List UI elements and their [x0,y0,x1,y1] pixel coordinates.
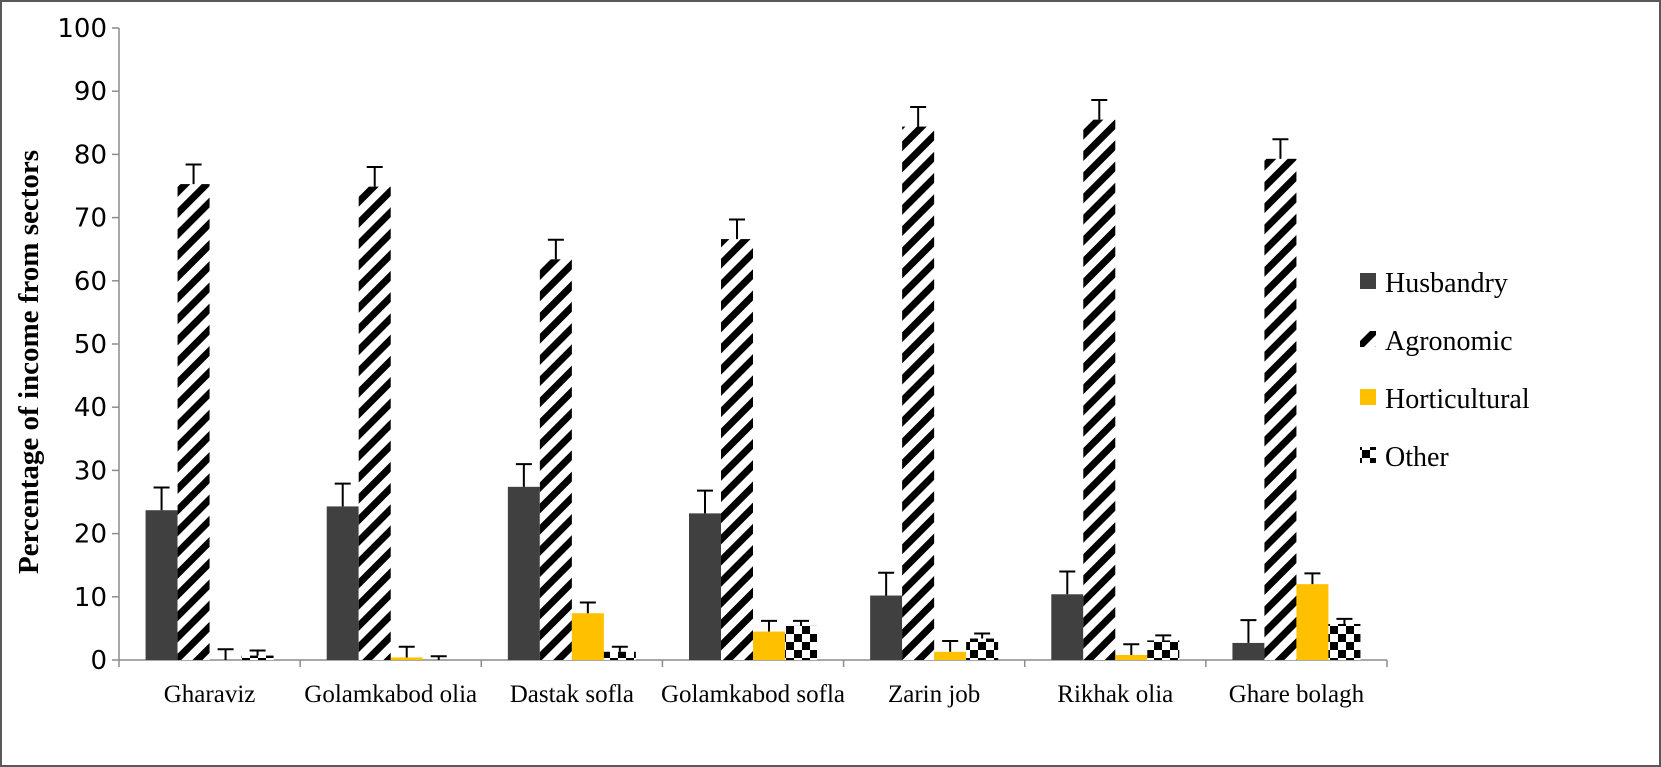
error-bar [1155,634,1172,641]
bar-husbandry [1051,594,1084,660]
error-bar [1059,570,1076,595]
bar-agronomic [539,259,572,660]
bar-husbandry [689,513,721,660]
y-tick-label: 100 [57,14,107,44]
y-tick-label: 90 [74,77,107,107]
bar-horticultural [753,631,785,660]
y-tick-label: 10 [74,583,107,613]
bar-husbandry [145,510,178,660]
bar-husbandry [1232,642,1265,660]
x-tick-label: Golamkabod sofla [661,681,845,708]
bar-agronomic [177,184,210,660]
error-bar [515,463,532,487]
bar-husbandry [870,595,903,660]
error-bar [910,106,927,127]
error-bar [1240,619,1257,643]
y-tick-label: 60 [74,267,107,297]
error-bar [1336,617,1353,624]
error-bar [334,482,351,507]
x-tick-label: Dastak sofla [510,681,634,708]
error-bar [1091,99,1108,120]
error-bar [1272,138,1289,159]
y-tick-label: 70 [74,204,107,234]
bar-other [241,655,274,660]
error-bar [942,640,959,652]
bar-husbandry [326,506,359,660]
x-tick-label: Golamkabod olia [304,681,477,708]
y-tick-label: 40 [74,393,107,423]
error-bar [974,632,991,639]
error-bar [249,649,266,656]
error-bar [761,619,777,632]
bar-other [1147,640,1180,660]
legend-label-husbandry: Husbandry [1385,268,1508,299]
error-bar [579,601,596,614]
y-tick-label: 0 [90,646,107,676]
bar-agronomic [1083,119,1116,660]
y-tick-label: 30 [74,456,107,486]
error-bar [398,645,415,658]
y-axis-title: Percentage of income from sectors [13,150,45,574]
error-bar [185,163,202,185]
legend-label-other: Other [1385,442,1449,473]
legend-label-horticultural: Horticultural [1385,384,1530,415]
y-tick-label: 50 [74,330,107,360]
legend-label-agronomic: Agronomic [1385,326,1513,357]
error-bar [366,166,383,187]
error-bar [1123,643,1140,655]
legend-swatch-horticultural [1360,389,1376,405]
legend-swatch-husbandry [1360,273,1376,289]
bar-agronomic [721,239,753,660]
y-tick-label: 80 [74,140,107,170]
error-bar [611,645,628,652]
error-bar [217,648,234,660]
x-tick-label: Zarin job [888,681,980,708]
error-bar [1304,572,1321,585]
error-bar [793,619,809,626]
error-bar [430,655,447,660]
bar-other [1328,623,1361,660]
bar-other [603,651,636,660]
bar-other [785,625,817,660]
bar-agronomic [902,126,935,661]
bar-husbandry [507,486,540,660]
bar-agronomic [358,186,391,660]
y-tick-label: 20 [74,520,107,550]
bar-horticultural [390,657,423,660]
bar-horticultural [1115,654,1148,660]
x-tick-label: Gharaviz [164,681,256,708]
error-bar [729,218,745,240]
error-bar [547,238,564,260]
bar-other [966,638,999,660]
error-bar [878,571,895,596]
bar-horticultural [571,613,604,660]
error-bar [153,486,170,511]
x-tick-label: Ghare bolagh [1229,681,1365,708]
bar-agronomic [1264,158,1297,660]
legend-swatch-agronomic [1360,331,1376,347]
error-bar [697,489,713,514]
x-tick-label: Rikhak olia [1057,681,1173,708]
bar-horticultural [1296,584,1329,660]
bar-horticultural [934,651,967,660]
legend-swatch-other [1360,447,1376,463]
